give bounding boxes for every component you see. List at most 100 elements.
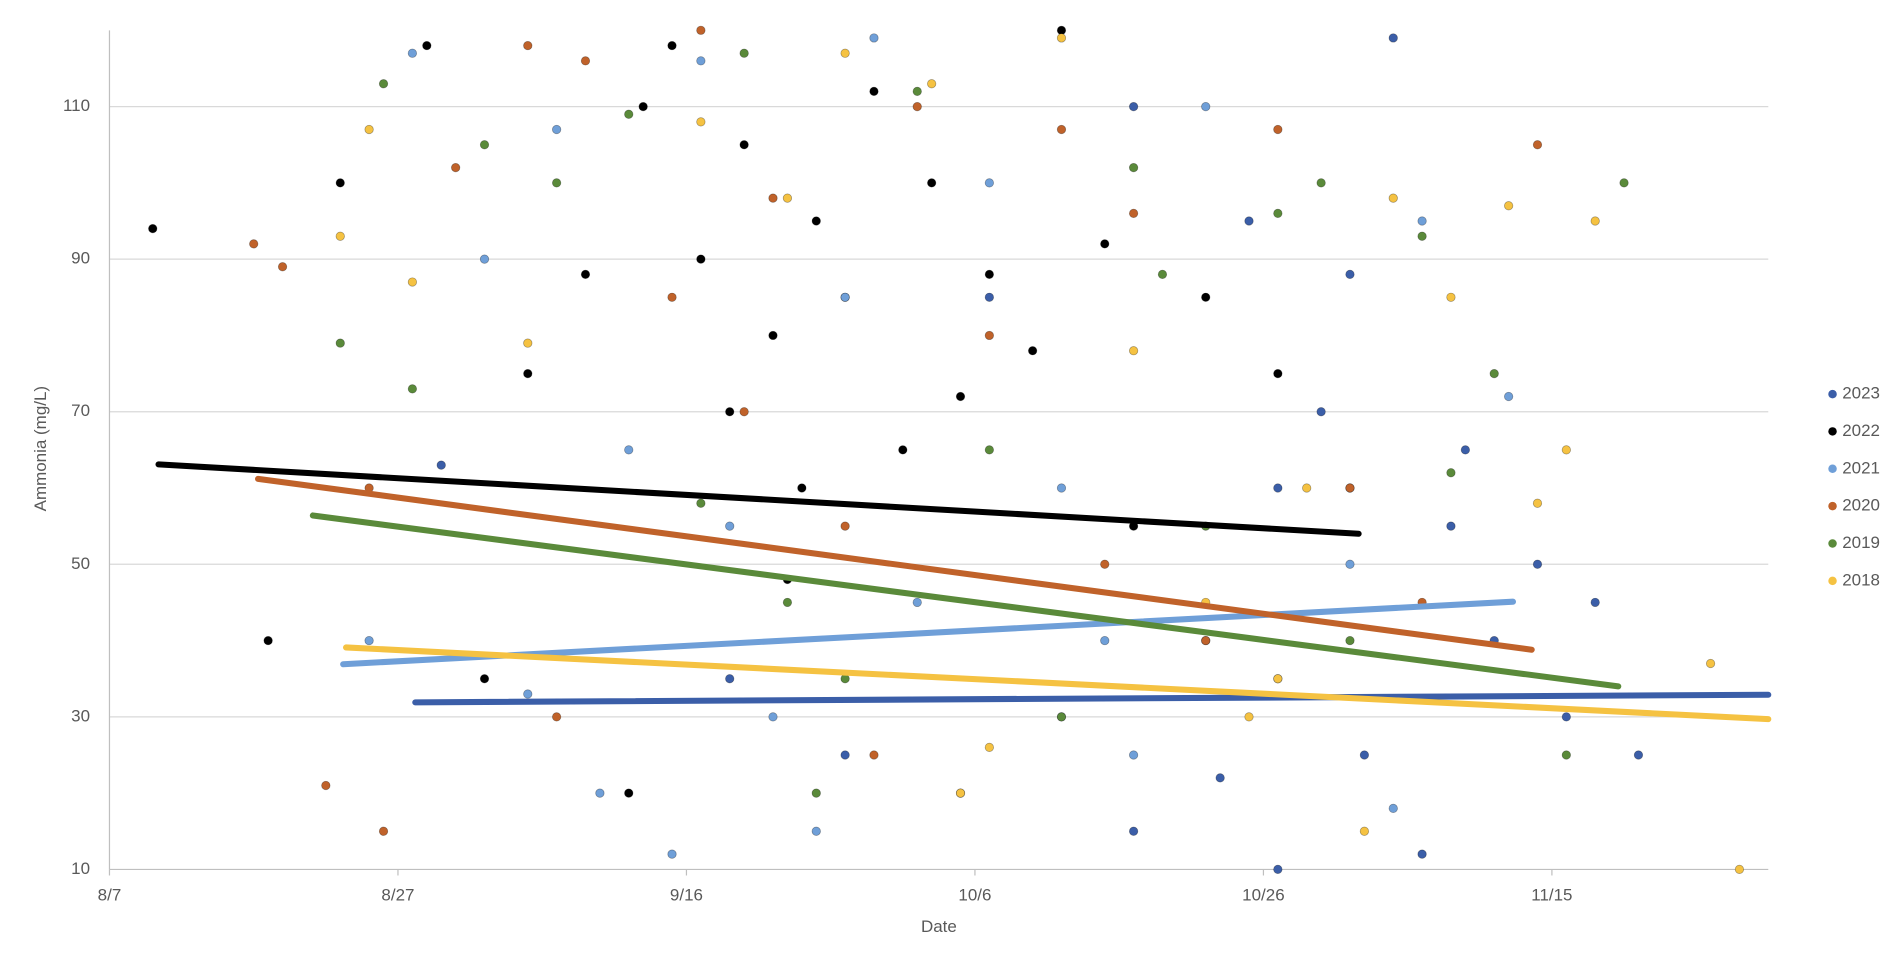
trendline [342, 644, 1772, 723]
legend-marker [1828, 389, 1837, 399]
point [1532, 140, 1543, 150]
point [1273, 124, 1283, 135]
point [1056, 712, 1067, 722]
point [407, 48, 417, 58]
point [1201, 635, 1211, 646]
point [249, 239, 259, 249]
point [1561, 750, 1571, 760]
point [1489, 368, 1499, 379]
legend-marker [1828, 539, 1837, 548]
point [523, 368, 533, 379]
point [984, 742, 994, 752]
legend-label: 2022 [1842, 421, 1880, 440]
point [321, 780, 331, 791]
point [984, 292, 994, 302]
point [335, 231, 345, 241]
point [479, 254, 490, 264]
x-tick-label: 9/16 [670, 886, 703, 905]
legend-label: 2023 [1842, 384, 1880, 403]
point [1128, 750, 1139, 760]
point [955, 391, 966, 402]
point [624, 445, 634, 455]
point [1128, 208, 1139, 218]
point [624, 788, 634, 798]
point [552, 124, 562, 135]
point [696, 498, 706, 508]
point [739, 48, 749, 58]
point [667, 40, 677, 51]
point [811, 826, 821, 836]
point [912, 597, 922, 608]
point [768, 330, 778, 341]
point [364, 124, 374, 135]
x-tick-label: 10/6 [958, 886, 991, 905]
point [1734, 864, 1745, 875]
x-axis-label: Date [921, 917, 957, 936]
point [552, 712, 562, 722]
y-tick-label: 30 [71, 706, 90, 725]
point [523, 338, 533, 348]
point [1359, 826, 1370, 836]
y-tick-label: 110 [63, 96, 90, 115]
point [1273, 483, 1283, 493]
point [1316, 407, 1326, 417]
point [1201, 101, 1211, 112]
point [436, 460, 446, 470]
x-tick-label: 8/7 [98, 886, 122, 905]
point [1446, 468, 1456, 478]
point [797, 483, 807, 493]
point [1056, 25, 1067, 35]
points [148, 25, 1745, 875]
point [1273, 674, 1283, 684]
point [1619, 178, 1629, 188]
point [1244, 216, 1254, 226]
point [1100, 239, 1110, 249]
point [984, 178, 994, 188]
point [955, 788, 966, 798]
point [984, 445, 994, 455]
point [927, 178, 937, 188]
point [335, 338, 345, 348]
x-tick-label: 10/26 [1242, 886, 1284, 905]
x-tick-label: 11/15 [1531, 886, 1572, 905]
point [869, 750, 879, 760]
point [1215, 773, 1225, 783]
point [1157, 269, 1168, 280]
point [1056, 33, 1067, 43]
point [552, 178, 562, 188]
point [739, 407, 749, 417]
point [1273, 208, 1283, 218]
point [1460, 445, 1470, 455]
point [580, 269, 591, 280]
point [1128, 163, 1139, 173]
point [1100, 559, 1110, 569]
legend-label: 2021 [1842, 458, 1880, 477]
point [1316, 178, 1326, 188]
point [378, 826, 389, 836]
point [1100, 635, 1110, 646]
point [869, 86, 879, 96]
point [869, 33, 879, 43]
point [1446, 292, 1456, 302]
point [1532, 559, 1543, 569]
point [1345, 559, 1355, 569]
point [523, 689, 533, 699]
point [1417, 849, 1427, 859]
point [667, 849, 677, 859]
y-tick-label: 50 [71, 554, 90, 573]
point [1446, 521, 1456, 531]
point [580, 56, 591, 66]
point [840, 292, 850, 302]
y-tick-label: 70 [71, 401, 90, 420]
point [811, 788, 821, 798]
point [1128, 346, 1139, 356]
point [898, 445, 908, 455]
point [768, 712, 778, 722]
point [1417, 231, 1427, 241]
legend-label: 2018 [1842, 570, 1880, 589]
legend-marker [1828, 427, 1837, 436]
point [335, 178, 345, 188]
point [696, 254, 706, 264]
trendline [340, 598, 1517, 668]
point [840, 750, 850, 760]
